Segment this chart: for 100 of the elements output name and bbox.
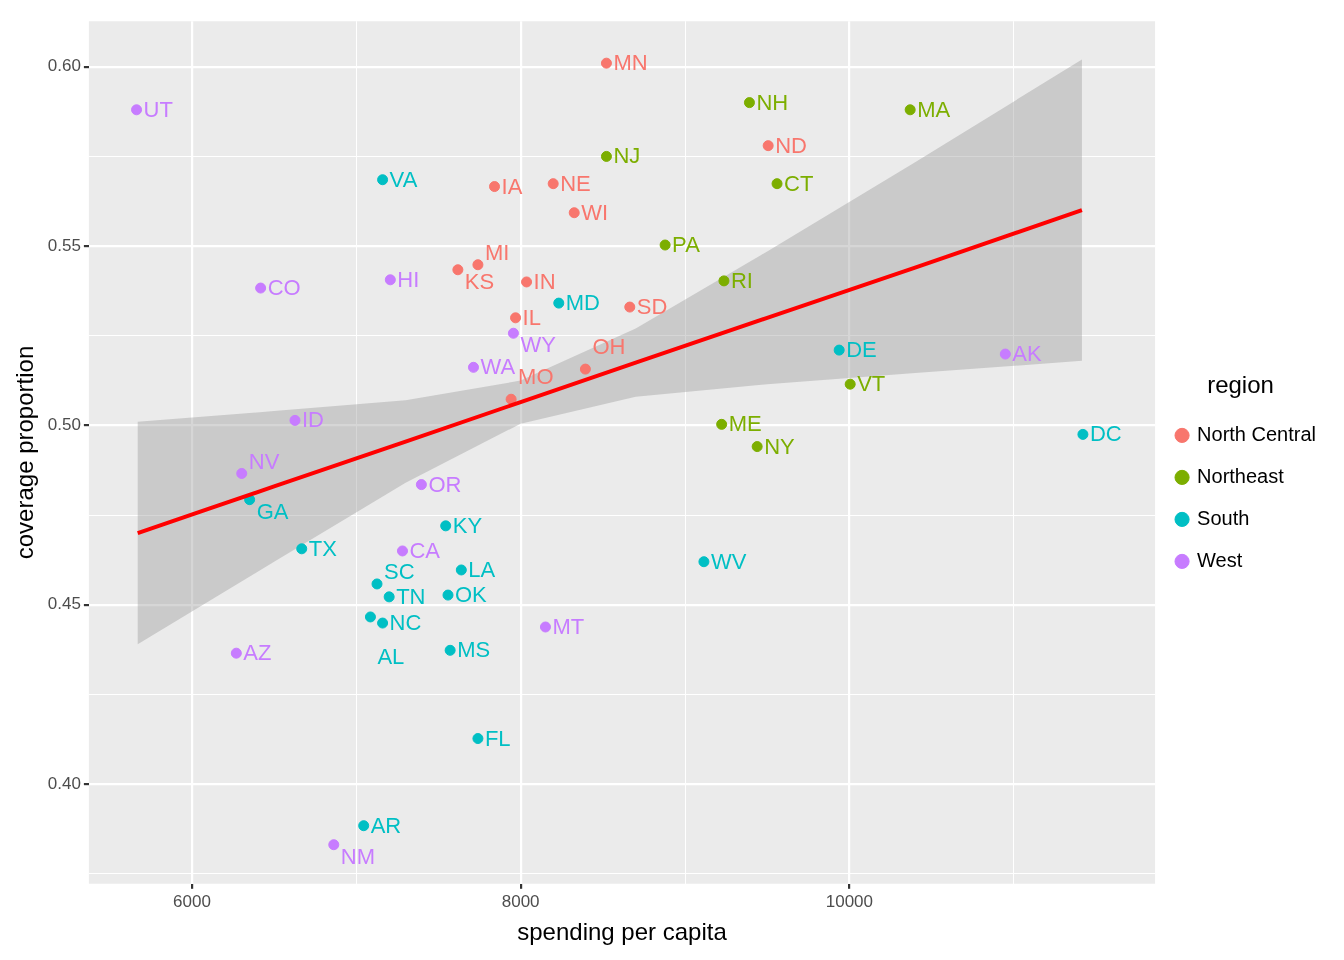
point [328, 839, 340, 851]
point [131, 104, 143, 116]
data-label: MS [457, 637, 491, 663]
data-label: KS [464, 268, 495, 294]
data-label: AZ [243, 640, 272, 666]
data-label: AL [377, 644, 405, 670]
data-label: AR [370, 812, 402, 838]
data-label: NH [756, 89, 789, 115]
legend-title: region [1207, 371, 1274, 399]
x-tick-label: 10000 [825, 891, 873, 911]
point [547, 178, 559, 190]
point [415, 479, 427, 491]
point [505, 393, 517, 405]
x-tick-label: 8000 [501, 891, 540, 911]
x-axis-title: spending per capita [517, 918, 728, 946]
data-label: NV [248, 448, 280, 474]
data-label: NE [560, 170, 591, 196]
data-label: NJ [613, 143, 641, 169]
point [624, 301, 636, 313]
point [452, 264, 464, 276]
data-label: WA [480, 354, 516, 380]
point [698, 556, 710, 568]
point [467, 361, 479, 373]
data-label: MT [552, 614, 585, 640]
data-label: OR [428, 471, 462, 497]
data-label: IA [501, 173, 523, 199]
point [358, 820, 370, 832]
data-label: OH [592, 334, 626, 360]
data-label: ND [775, 132, 807, 158]
data-label: VA [389, 166, 418, 192]
point [489, 181, 501, 193]
point [383, 591, 395, 603]
point [230, 647, 242, 659]
point [553, 297, 565, 309]
point [371, 578, 383, 590]
point [999, 348, 1011, 360]
data-label: PA [672, 232, 701, 258]
legend-label: Northeast [1197, 464, 1285, 487]
data-label: NY [764, 433, 796, 459]
point [507, 327, 519, 339]
point [579, 363, 591, 375]
point [904, 104, 916, 116]
data-label: HI [397, 266, 420, 292]
point [1077, 428, 1089, 440]
data-label: OK [455, 582, 488, 608]
data-label: AK [1012, 341, 1043, 367]
data-label: ME [728, 411, 762, 437]
point [377, 174, 389, 186]
data-label: CT [784, 170, 814, 196]
point [771, 178, 783, 190]
point [289, 414, 301, 426]
data-label: FL [484, 725, 511, 751]
point [442, 589, 454, 601]
y-tick-label: 0.60 [47, 56, 81, 76]
y-tick-label: 0.55 [47, 235, 81, 255]
point [384, 274, 396, 286]
y-tick-label: 0.45 [47, 594, 81, 614]
y-tick-label: 0.50 [47, 415, 81, 435]
point [539, 621, 551, 633]
point [568, 207, 580, 219]
point [472, 259, 484, 271]
data-label: DE [846, 337, 877, 363]
point [510, 312, 522, 324]
data-label: SD [636, 294, 668, 320]
point [377, 617, 389, 629]
point [236, 467, 248, 479]
legend-label: West [1197, 548, 1243, 571]
data-label: TN [396, 583, 426, 609]
point [440, 520, 452, 532]
point [444, 644, 456, 656]
data-label: TX [308, 535, 338, 561]
legend-label: South [1197, 506, 1250, 529]
data-label: MO [518, 364, 554, 390]
y-tick-label: 0.40 [47, 773, 81, 793]
point [521, 276, 533, 288]
point [455, 564, 467, 576]
data-label: WY [520, 332, 557, 358]
point [255, 282, 267, 294]
point [472, 733, 484, 745]
data-label: CO [267, 275, 301, 301]
point [743, 97, 755, 109]
data-label: MN [613, 50, 648, 76]
point [600, 150, 612, 162]
point [716, 418, 728, 430]
point [659, 239, 671, 251]
point [296, 543, 308, 555]
data-label: DC [1089, 421, 1122, 447]
data-label: MI [484, 239, 510, 265]
data-label: KY [452, 512, 483, 538]
data-label: NM [340, 843, 375, 869]
data-label: IN [533, 269, 556, 295]
point [364, 611, 376, 623]
data-label: LA [468, 557, 496, 583]
point [718, 275, 730, 287]
point [396, 545, 408, 557]
data-label: VT [857, 371, 886, 397]
legend-label: North Central [1197, 422, 1316, 445]
data-label: WI [581, 199, 609, 225]
x-tick-label: 6000 [173, 891, 211, 911]
point [600, 57, 612, 69]
